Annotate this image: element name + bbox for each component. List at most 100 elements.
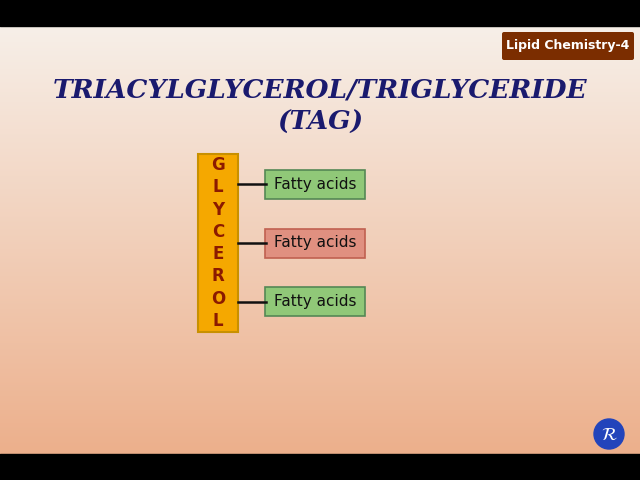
Bar <box>0 149 640 150</box>
Bar <box>0 159 640 160</box>
Bar <box>0 146 640 147</box>
Bar <box>0 407 640 408</box>
Bar <box>0 257 640 258</box>
Bar <box>0 198 640 199</box>
Bar <box>0 102 640 103</box>
Text: TRIACYLGLYCEROL/TRIGLYCERIDE: TRIACYLGLYCEROL/TRIGLYCERIDE <box>52 77 588 103</box>
Text: (TAG): (TAG) <box>277 109 363 134</box>
Bar <box>0 414 640 415</box>
Bar <box>0 284 640 285</box>
Bar <box>0 406 640 407</box>
Bar <box>0 418 640 419</box>
Bar <box>0 429 640 430</box>
Bar <box>0 220 640 221</box>
Bar <box>0 212 640 213</box>
Bar <box>0 225 640 226</box>
Bar <box>0 430 640 431</box>
Bar <box>0 151 640 152</box>
Bar <box>0 76 640 77</box>
Bar <box>0 115 640 116</box>
Bar <box>0 398 640 399</box>
Bar <box>0 378 640 379</box>
Bar <box>0 195 640 196</box>
Bar <box>0 386 640 387</box>
Bar <box>0 108 640 109</box>
Bar <box>0 205 640 206</box>
Bar <box>0 80 640 81</box>
Bar <box>0 409 640 410</box>
Bar <box>0 204 640 205</box>
Bar <box>0 388 640 389</box>
Bar <box>0 372 640 373</box>
Bar <box>0 250 640 251</box>
Bar <box>0 199 640 200</box>
Bar <box>0 153 640 154</box>
Bar <box>0 123 640 124</box>
Bar <box>0 46 640 47</box>
Bar <box>0 68 640 69</box>
Bar <box>0 237 640 238</box>
Bar <box>0 244 640 245</box>
Bar <box>0 387 640 388</box>
Bar <box>0 165 640 166</box>
Bar <box>0 144 640 145</box>
Bar <box>0 65 640 66</box>
Bar <box>0 361 640 362</box>
Bar <box>0 382 640 383</box>
Bar <box>0 207 640 208</box>
Text: $\mathcal{R}$: $\mathcal{R}$ <box>601 426 618 444</box>
Text: C: C <box>212 223 224 241</box>
Bar <box>0 75 640 76</box>
Bar <box>0 191 640 192</box>
Bar <box>0 302 640 303</box>
Bar <box>0 428 640 429</box>
Bar <box>0 321 640 322</box>
Bar <box>0 241 640 242</box>
Bar <box>0 399 640 400</box>
Bar <box>0 425 640 426</box>
Bar <box>0 140 640 141</box>
Bar <box>0 416 640 417</box>
Bar <box>0 325 640 326</box>
Bar <box>0 311 640 312</box>
Bar <box>0 447 640 448</box>
Bar <box>0 305 640 306</box>
Bar <box>0 93 640 94</box>
Bar <box>0 114 640 115</box>
Bar <box>0 236 640 237</box>
Bar <box>0 82 640 83</box>
Bar <box>0 248 640 249</box>
Bar <box>0 268 640 269</box>
Bar <box>0 403 640 404</box>
Bar <box>0 189 640 190</box>
Bar <box>0 138 640 139</box>
Bar <box>0 224 640 225</box>
Bar <box>0 317 640 318</box>
Bar <box>0 376 640 377</box>
Bar <box>0 291 640 292</box>
Bar <box>0 161 640 162</box>
Bar <box>0 260 640 261</box>
Bar <box>0 451 640 452</box>
Bar <box>0 183 640 184</box>
Bar <box>0 111 640 112</box>
Bar <box>0 143 640 144</box>
Bar <box>0 45 640 46</box>
Bar <box>0 452 640 453</box>
Bar <box>0 44 640 45</box>
Bar <box>0 377 640 378</box>
Bar <box>0 130 640 131</box>
Bar <box>0 438 640 439</box>
Bar <box>0 422 640 423</box>
Bar <box>0 408 640 409</box>
Bar <box>0 392 640 393</box>
Bar <box>0 242 640 243</box>
Bar <box>0 303 640 304</box>
Bar <box>0 42 640 43</box>
Bar <box>0 431 640 432</box>
Bar <box>0 288 640 289</box>
Bar <box>0 99 640 100</box>
Bar <box>0 63 640 64</box>
Bar <box>0 90 640 91</box>
Bar <box>0 170 640 171</box>
